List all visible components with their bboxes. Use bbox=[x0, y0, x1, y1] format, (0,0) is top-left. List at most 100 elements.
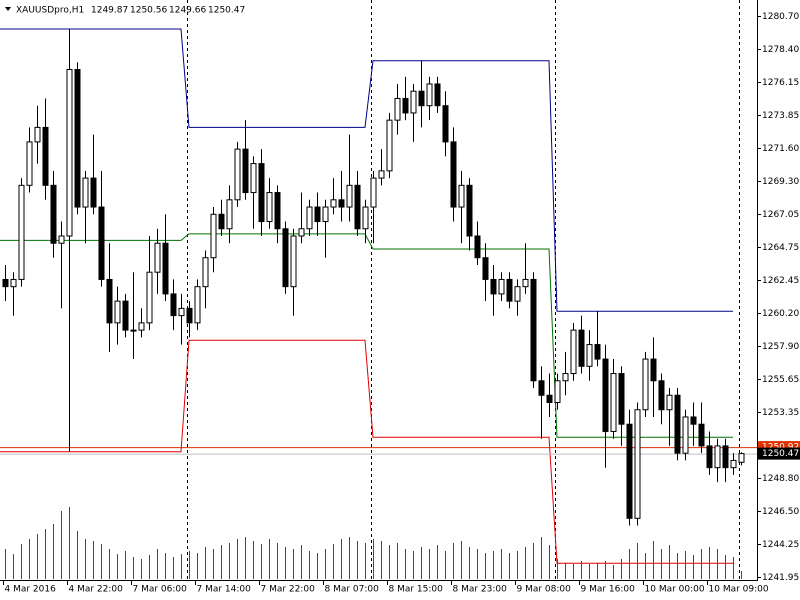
candle-body bbox=[362, 206, 369, 230]
candle-body bbox=[74, 68, 81, 208]
header-open: 1249.87 bbox=[91, 6, 128, 16]
candle-body bbox=[722, 445, 729, 469]
bid-price-box bbox=[758, 447, 800, 460]
y-tick-label: 1262.45 bbox=[762, 276, 799, 286]
x-tick-label: 8 Mar 23:00 bbox=[453, 585, 508, 595]
candle-body bbox=[306, 206, 313, 230]
candle-body bbox=[450, 141, 457, 208]
candle-body bbox=[378, 170, 385, 179]
candle-body bbox=[618, 373, 625, 425]
y-tick-label: 1244.25 bbox=[762, 540, 799, 550]
candle-body bbox=[138, 322, 145, 331]
y-tick-label: 1273.85 bbox=[762, 111, 799, 121]
y-tick-label: 1267.05 bbox=[762, 210, 799, 220]
x-tick-label: 7 Mar 14:00 bbox=[197, 585, 252, 595]
candle-body bbox=[682, 416, 689, 454]
candle-body bbox=[154, 242, 161, 273]
candle-body bbox=[274, 192, 281, 230]
x-tick-label: 8 Mar 15:00 bbox=[389, 585, 444, 595]
candle-body bbox=[386, 119, 393, 172]
candle-body bbox=[730, 459, 737, 469]
x-tick-label: 10 Mar 00:00 bbox=[645, 585, 705, 595]
y-tick-label: 1280.70 bbox=[762, 12, 799, 22]
candle-body bbox=[522, 278, 529, 288]
candle-body bbox=[562, 373, 569, 382]
candle-body bbox=[314, 206, 321, 223]
candle-body bbox=[90, 177, 97, 208]
candle-body bbox=[466, 184, 473, 237]
header-high: 1250.56 bbox=[130, 6, 167, 16]
candle-body bbox=[642, 358, 649, 411]
candle-body bbox=[50, 184, 57, 244]
candle-body bbox=[250, 163, 257, 194]
candle-body bbox=[202, 257, 209, 288]
candle-body bbox=[410, 90, 417, 114]
candle-body bbox=[530, 278, 537, 382]
channel-line bbox=[0, 28, 733, 312]
candle-body bbox=[298, 228, 305, 237]
candle-body bbox=[458, 184, 465, 208]
candle-body bbox=[538, 380, 545, 396]
x-tick-label: 8 Mar 07:00 bbox=[325, 585, 380, 595]
plot-area bbox=[0, 0, 757, 580]
y-tick-label: 1257.90 bbox=[762, 342, 799, 352]
candle-body bbox=[34, 126, 41, 143]
header-low: 1249.66 bbox=[169, 6, 206, 16]
candle-body bbox=[10, 278, 17, 288]
candle-body bbox=[170, 293, 177, 317]
candle-body bbox=[514, 286, 521, 302]
candle-body bbox=[162, 242, 169, 295]
candle-body bbox=[130, 329, 137, 332]
x-tick-label: 7 Mar 22:00 bbox=[261, 585, 316, 595]
candle-body bbox=[178, 307, 185, 317]
y-tick-label: 1248.80 bbox=[762, 474, 799, 484]
candle-body bbox=[122, 300, 129, 331]
candle-body bbox=[82, 177, 89, 208]
x-tick-label: 7 Mar 06:00 bbox=[133, 585, 188, 595]
candle-body bbox=[394, 97, 401, 121]
y-tick-label: 1255.65 bbox=[762, 375, 799, 385]
header-arrow[interactable] bbox=[5, 7, 11, 11]
candle-body bbox=[434, 83, 441, 107]
candle-body bbox=[666, 394, 673, 411]
candle-body bbox=[570, 329, 577, 375]
candle-body bbox=[442, 105, 449, 143]
x-tick-label: 9 Mar 08:00 bbox=[517, 585, 572, 595]
candle-body bbox=[42, 126, 49, 186]
channel-line bbox=[0, 339, 733, 564]
candle-body bbox=[322, 206, 329, 223]
candle-body bbox=[2, 278, 9, 288]
candle-body bbox=[370, 177, 377, 208]
candle-body bbox=[66, 68, 73, 237]
candle-body bbox=[98, 206, 105, 280]
y-tick-label: 1278.40 bbox=[762, 45, 799, 55]
candle-body bbox=[234, 148, 241, 201]
candle-body bbox=[474, 235, 481, 259]
candle-body bbox=[634, 409, 641, 519]
x-tick-label: 4 Mar 22:00 bbox=[69, 585, 124, 595]
candle-body bbox=[330, 199, 337, 208]
candle-body bbox=[106, 278, 113, 324]
candle-body bbox=[506, 278, 513, 302]
candle-body bbox=[226, 199, 233, 230]
candle-body bbox=[498, 278, 505, 295]
y-tick-label: 1276.15 bbox=[762, 78, 799, 88]
header-close: 1250.47 bbox=[208, 6, 245, 16]
candle-body bbox=[266, 192, 273, 223]
candle-body bbox=[490, 278, 497, 295]
y-tick-label: 1246.50 bbox=[762, 507, 799, 517]
candle-body bbox=[650, 358, 657, 382]
candle-body bbox=[18, 184, 25, 280]
candle-body bbox=[546, 394, 553, 403]
candle-body bbox=[690, 416, 697, 425]
candle-body bbox=[242, 148, 249, 194]
candle-body bbox=[594, 344, 601, 360]
y-tick-label: 1253.35 bbox=[762, 408, 799, 418]
y-tick-label: 1269.30 bbox=[762, 177, 799, 187]
chart-title: XAUUSDpro,H1 bbox=[16, 6, 84, 16]
candle-body bbox=[610, 373, 617, 432]
candle-body bbox=[714, 445, 721, 469]
candle-body bbox=[674, 394, 681, 454]
candle-body bbox=[258, 163, 265, 223]
